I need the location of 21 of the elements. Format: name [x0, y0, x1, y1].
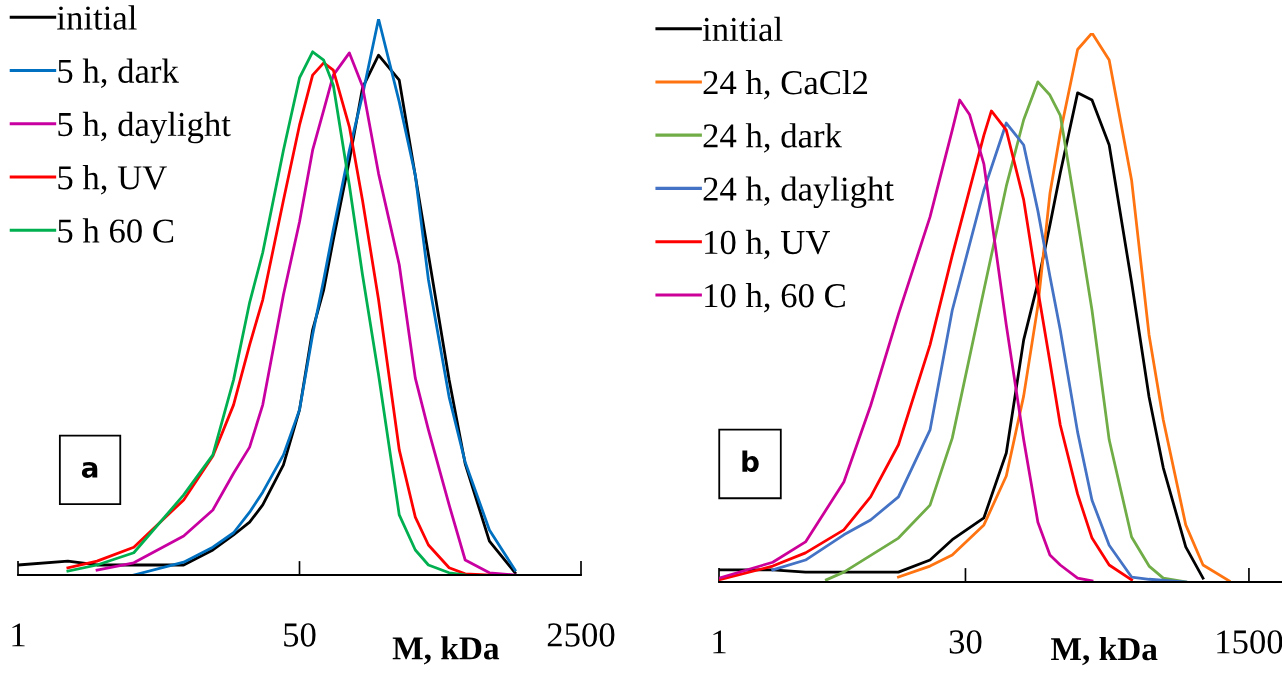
x-tick-label: 50	[284, 623, 316, 647]
x-tick-label: 1	[12, 623, 25, 647]
annotation: b	[742, 450, 759, 473]
legend-label: initial	[57, 5, 137, 30]
x-tick-label: 2500	[547, 623, 615, 647]
legend-label: 5 h, daylight	[58, 111, 231, 144]
legend-label: 24 h, daylight	[703, 176, 894, 209]
x-axis-title: M, kDa	[1051, 636, 1158, 666]
x-tick-label: 1	[713, 630, 726, 654]
x-tick-label: 1500	[1217, 630, 1282, 654]
annotation: a	[81, 462, 98, 478]
legend-label: 10 h, UV	[705, 229, 830, 260]
x-tick-label: 30	[949, 630, 982, 654]
x-axis-title: M, kDa	[392, 636, 500, 665]
legend-label: 5 h, UV	[58, 165, 167, 195]
legend-label: initial	[702, 16, 783, 42]
legend-label: 5 h 60 C	[58, 218, 174, 243]
legend-label: 5 h, dark	[58, 58, 179, 88]
legend-label: 10 h, 60 C	[705, 282, 845, 313]
legend-label: 24 h, dark	[703, 123, 842, 153]
legend-label: 24 h, CaCl2	[703, 69, 868, 100]
